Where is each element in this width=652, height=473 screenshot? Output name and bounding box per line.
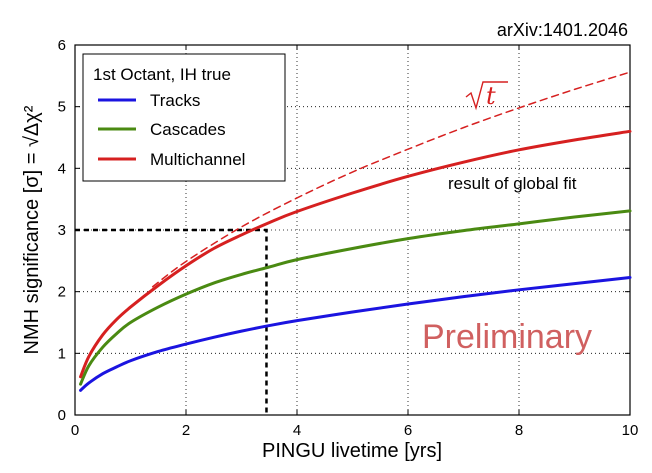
series-lines bbox=[79, 71, 632, 392]
series-line-sqrt-t bbox=[151, 71, 631, 288]
x-axis-title: PINGU livetime [yrs] bbox=[262, 440, 442, 462]
y-tick-label: 5 bbox=[58, 99, 66, 116]
x-tick-label: 2 bbox=[182, 422, 190, 439]
y-tick-label: 6 bbox=[58, 37, 66, 54]
legend-label-multichannel: Multichannel bbox=[150, 150, 245, 169]
y-axis-title: NMH significance [σ] = √Δχ² bbox=[21, 105, 43, 354]
sqrt-t-variable: t bbox=[486, 82, 496, 110]
axis-ticks: 0 2 4 6 8 10 0 1 2 3 4 5 6 bbox=[58, 37, 639, 439]
y-tick-label: 4 bbox=[58, 160, 66, 177]
y-tick-label: 0 bbox=[58, 407, 66, 424]
legend-label-cascades: Cascades bbox=[150, 120, 226, 139]
global-fit-label: result of global fit bbox=[448, 174, 577, 193]
legend-title: 1st Octant, IH true bbox=[93, 65, 231, 84]
x-tick-label: 6 bbox=[404, 422, 412, 439]
y-tick-label: 1 bbox=[58, 345, 66, 362]
series-line-multichannel bbox=[79, 129, 632, 379]
reference-lines bbox=[75, 228, 268, 415]
legend-label-tracks: Tracks bbox=[150, 91, 200, 110]
legend: 1st Octant, IH true Tracks Cascades Mult… bbox=[82, 53, 286, 182]
preliminary-watermark: Preliminary bbox=[422, 318, 592, 356]
series-line-tracks bbox=[79, 275, 632, 392]
x-tick-label: 8 bbox=[515, 422, 523, 439]
y-tick-label: 2 bbox=[58, 284, 66, 301]
x-tick-label: 0 bbox=[71, 422, 79, 439]
radical-sign-icon bbox=[465, 81, 508, 111]
series-line-cascades bbox=[79, 209, 632, 386]
three-sigma-reference-line bbox=[75, 228, 268, 415]
y-tick-label: 3 bbox=[58, 222, 66, 239]
sqrt-t-label: t bbox=[465, 81, 508, 111]
arxiv-label: arXiv:1401.2046 bbox=[497, 20, 628, 40]
x-tick-label: 4 bbox=[293, 422, 301, 439]
x-tick-label: 10 bbox=[622, 422, 639, 439]
